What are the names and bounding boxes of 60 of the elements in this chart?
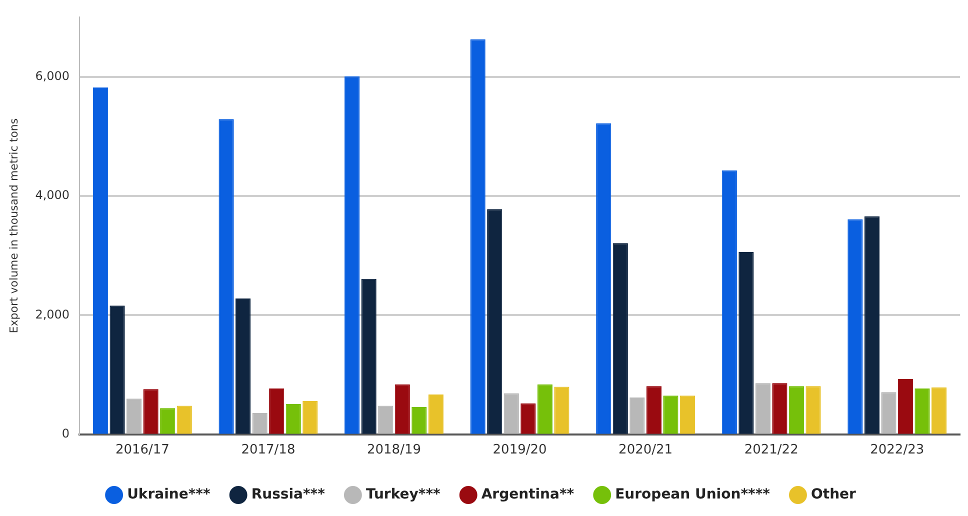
bar [286,404,301,434]
legend-label: Russia*** [251,486,326,503]
legend-label: Ukraine*** [127,486,211,503]
legend-label: European Union**** [615,486,771,503]
bar [630,397,645,434]
bar [252,412,268,434]
bar [680,396,696,434]
bar [663,396,678,434]
bar [722,170,737,434]
bar [412,406,427,434]
legend-label: Other [810,486,856,503]
bar [218,119,234,434]
x-tick-label: 2018/19 [366,442,422,458]
bar [596,123,612,434]
y-tick-label: 0 [62,426,70,441]
x-tick-label: 2022/23 [870,442,924,458]
bar [236,298,251,434]
y-tick-label: 4,000 [35,188,70,202]
bar [881,392,896,434]
bar [92,88,108,434]
bar [428,394,444,434]
bar [864,216,880,434]
bar [646,386,662,434]
bar [487,209,502,434]
bar [269,388,284,434]
bar [394,384,410,434]
bar [755,383,770,434]
y-tick-label: 6,000 [35,68,70,83]
bar [470,39,486,434]
x-tick-label: 2021/22 [744,442,798,458]
bar [504,393,519,434]
bar [176,406,192,434]
x-tick-label: 2020/21 [618,442,673,458]
bar [931,387,947,434]
bar [143,389,158,434]
legend-label: Turkey*** [366,486,442,503]
bar [110,306,125,434]
legend-label: Argentina** [481,486,575,503]
y-tick-label: 2,000 [35,307,70,322]
bar [126,398,142,434]
bar [378,406,394,434]
bar [848,219,863,434]
bar [772,383,788,434]
bar [788,386,804,434]
bar [344,76,360,434]
bar [361,278,376,434]
x-tick-label: 2017/18 [241,442,296,458]
bar [554,386,570,434]
bar [806,386,821,434]
x-tick-label: 2016/17 [115,442,170,458]
bar [612,243,628,434]
bar [302,401,318,434]
x-tick-label: 2019/20 [492,442,547,458]
y-axis-title: Export volume in thousand metric tons [7,118,20,334]
bar [520,403,536,434]
bar [160,408,176,434]
bar [914,388,930,434]
bar [537,384,552,434]
bar [738,252,754,434]
bar [898,378,914,434]
